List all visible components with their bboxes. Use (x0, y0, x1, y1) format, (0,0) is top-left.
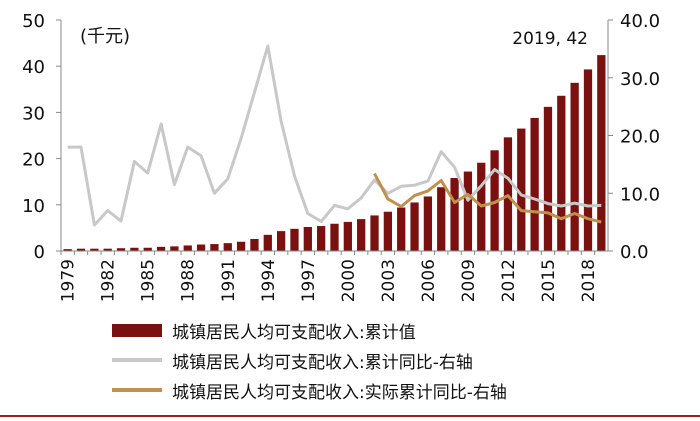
x-tick-label: 2009 (459, 259, 479, 302)
bar-series (63, 55, 606, 252)
bar-1987 (170, 246, 179, 251)
legend-item-cumulative: 城镇居民人均可支配收入:累计值 (112, 317, 507, 343)
bar-1988 (183, 245, 192, 251)
bar-1980 (76, 248, 86, 251)
x-tick-label: 2018 (579, 259, 599, 302)
right-tick-label: 40.0 (620, 11, 660, 32)
bar-2003 (383, 211, 393, 251)
x-tick-label: 2015 (539, 259, 559, 302)
legend-item-real-yoy: 城镇居民人均可支配收入:实际累计同比-右轴 (112, 377, 507, 403)
legend-item-yoy: 城镇居民人均可支配收入:累计同比-右轴 (112, 347, 507, 373)
right-tick-label: 10.0 (620, 184, 660, 205)
legend-swatch-bar (112, 323, 162, 337)
legend: 城镇居民人均可支配收入:累计值 城镇居民人均可支配收入:累计同比-右轴 城镇居民… (112, 317, 507, 407)
right-tick-label: 0.0 (620, 242, 649, 263)
unit-label: (千元) (80, 26, 130, 47)
legend-swatch-line (112, 358, 162, 362)
x-tick-label: 1991 (219, 259, 239, 302)
bar-2009 (463, 171, 473, 251)
left-tick-label: 30 (22, 103, 45, 124)
bar-1986 (156, 246, 166, 251)
bar-2015 (543, 106, 553, 251)
bar-1993 (250, 238, 259, 251)
bar-2011 (490, 150, 499, 251)
bar-2013 (517, 128, 526, 251)
bar-1983 (116, 248, 126, 251)
bar-1999 (330, 223, 339, 251)
left-tick-label: 20 (22, 150, 45, 171)
bar-2017 (570, 82, 579, 251)
x-tick-label: 1979 (59, 259, 79, 302)
bar-1991 (223, 243, 232, 251)
bar-2000 (343, 221, 352, 251)
left-tick-label: 10 (22, 196, 45, 217)
bar-1989 (196, 244, 206, 251)
left-tick-label: 50 (22, 11, 45, 32)
x-tick-label: 2012 (499, 259, 519, 302)
bar-1996 (290, 228, 299, 251)
x-tick-label: 1988 (179, 259, 199, 302)
bar-2007 (437, 187, 446, 251)
axes: 0 10 20 30 40 50 0.0 10.0 20.0 30.0 40.0 1979 1982 19… (22, 11, 660, 302)
bar-2001 (357, 219, 366, 251)
bar-1990 (210, 244, 219, 251)
bar-2002 (370, 215, 379, 251)
bar-2006 (423, 196, 433, 251)
bar-2005 (410, 202, 419, 251)
bar-1992 (236, 241, 246, 251)
real-yoy-line (373, 172, 602, 224)
bar-1981 (90, 248, 99, 251)
legend-label: 城镇居民人均可支配收入:实际累计同比-右轴 (172, 382, 507, 403)
bar-2016 (557, 95, 566, 251)
left-tick-label: 40 (22, 57, 45, 78)
bottom-rule (0, 415, 700, 417)
bar-1982 (103, 248, 112, 251)
bar-1979 (63, 249, 72, 251)
x-tick-label: 1997 (299, 259, 319, 302)
x-tick-label: 1982 (99, 259, 119, 302)
bar-1998 (317, 226, 326, 251)
right-tick-label: 30.0 (620, 69, 660, 90)
legend-label: 城镇居民人均可支配收入:累计同比-右轴 (172, 352, 473, 373)
data-annotation: 2019, 42 (512, 29, 588, 49)
x-tick-label: 1985 (139, 259, 159, 302)
right-tick-label: 20.0 (620, 127, 660, 148)
x-tick-label: 2003 (379, 259, 399, 302)
legend-swatch-line (112, 388, 162, 392)
bar-2019 (597, 55, 606, 251)
bar-2004 (397, 207, 406, 251)
bar-1995 (276, 231, 286, 251)
bar-1984 (130, 247, 139, 251)
bar-2008 (450, 178, 459, 251)
yoy-line (67, 44, 602, 227)
bar-1997 (303, 226, 312, 251)
bar-2018 (583, 69, 593, 252)
x-tick-label: 1994 (259, 259, 279, 302)
bar-1994 (263, 234, 272, 251)
bar-2014 (530, 117, 539, 251)
x-tick-label: 2006 (419, 259, 439, 302)
line-series-group (67, 44, 602, 227)
bar-1985 (143, 247, 152, 251)
legend-label: 城镇居民人均可支配收入:累计值 (172, 322, 416, 343)
left-tick-label: 0 (34, 242, 45, 263)
x-tick-label: 2000 (339, 259, 359, 302)
